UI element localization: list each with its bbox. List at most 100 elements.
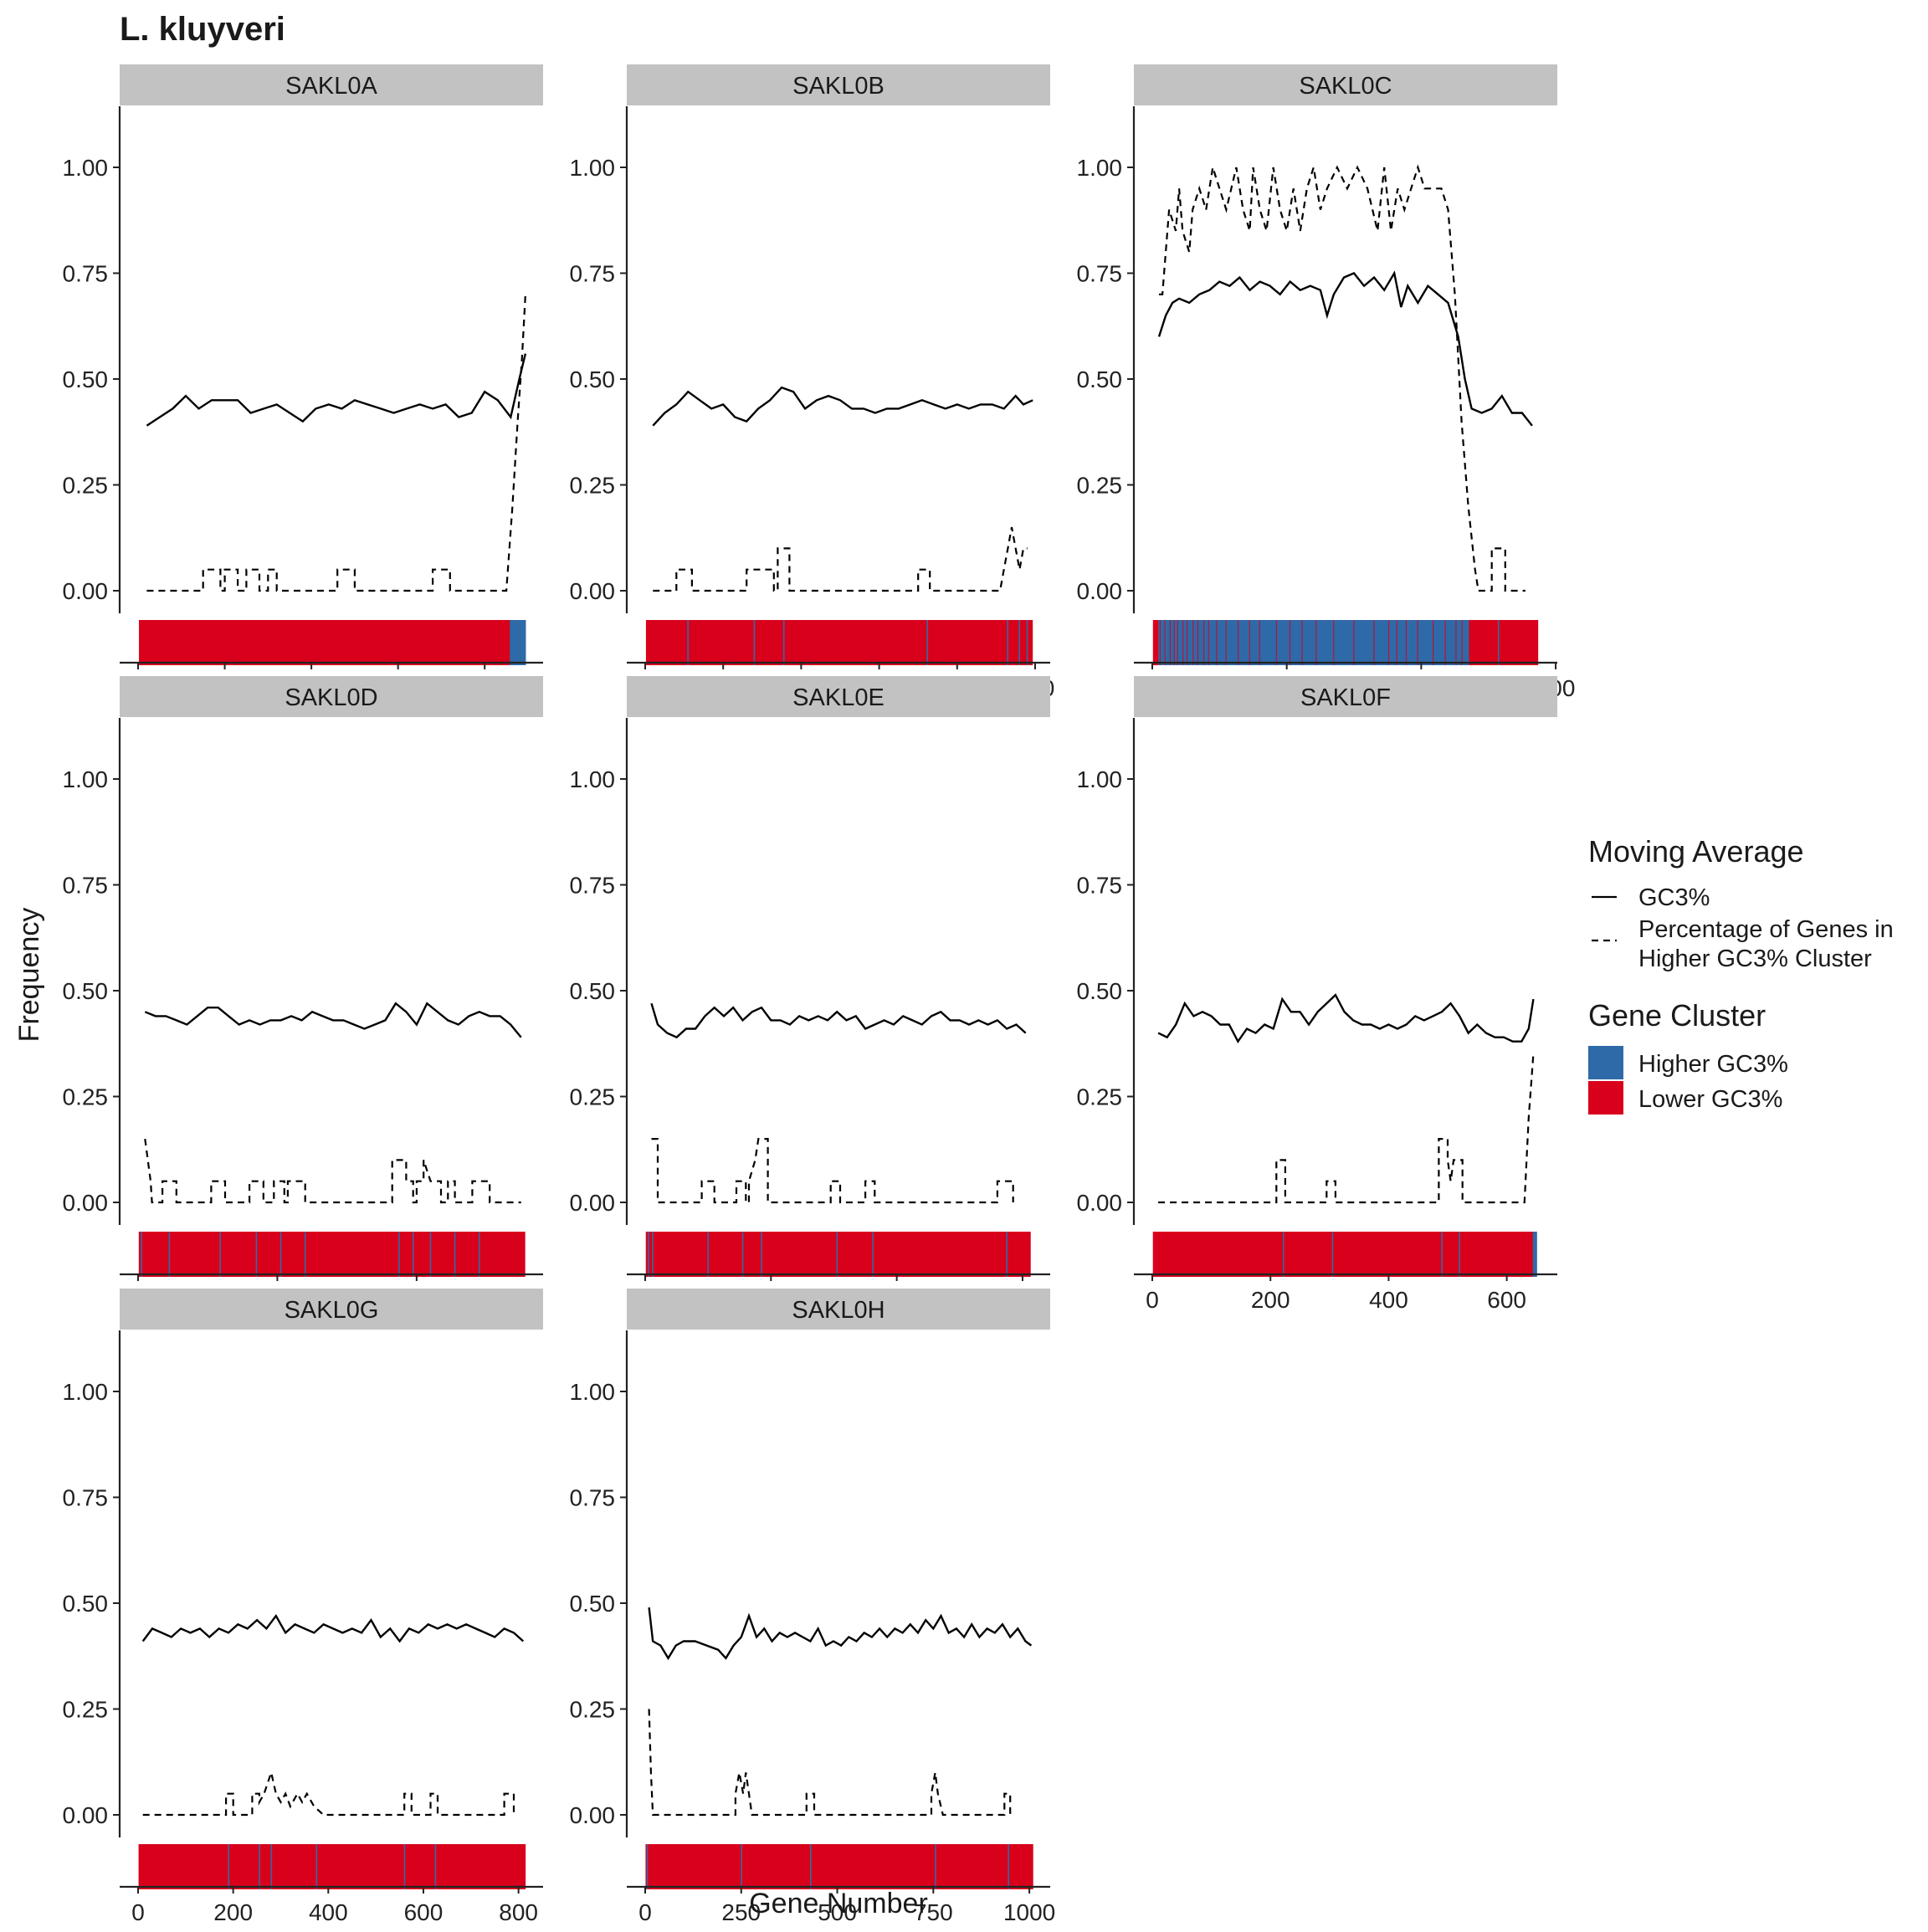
cluster-bar-lower [1152, 1232, 1536, 1277]
cluster-gene-higher [1367, 620, 1370, 665]
cluster-gene-higher [1431, 620, 1433, 665]
panel-sakl0b: SAKL0B0.000.250.500.751.0001002003004005… [570, 64, 1054, 701]
cluster-gene-higher [1377, 620, 1378, 665]
cluster-gene-higher [1176, 620, 1178, 665]
cluster-gene-higher [1463, 620, 1464, 665]
facet-strip [120, 64, 543, 105]
cluster-gene-higher [1425, 620, 1427, 665]
cluster-gene-higher [1336, 620, 1339, 665]
cluster-gene-higher [1255, 620, 1258, 665]
cluster-gene-higher [1159, 620, 1161, 665]
cluster-gene-higher [522, 620, 525, 665]
cluster-gene-higher [315, 1844, 318, 1889]
cluster-gene-higher [1266, 620, 1269, 665]
cluster-gene-higher [1430, 620, 1433, 665]
cluster-gene-higher [782, 620, 785, 665]
cluster-gene-higher [1230, 620, 1232, 665]
cluster-gene-higher [1347, 620, 1350, 665]
cluster-gene-higher [523, 620, 526, 665]
cluster-gene-higher [1233, 620, 1235, 665]
cluster-gene-higher [1161, 620, 1163, 665]
y-tick-label: 1.00 [570, 766, 616, 792]
facet-strip [627, 64, 1050, 105]
cluster-gene-higher [228, 1844, 230, 1889]
cluster-gene-higher [1381, 620, 1382, 665]
cluster-gene-higher [412, 1232, 414, 1277]
cluster-gene-higher [1302, 620, 1305, 665]
cluster-gene-higher [1443, 620, 1444, 665]
cluster-gene-higher [1336, 620, 1338, 665]
cluster-gene-higher [1387, 620, 1389, 665]
gc3-moving-average-line [146, 353, 527, 427]
cluster-gene-higher [1280, 620, 1283, 665]
cluster-gene-lower [1259, 620, 1260, 665]
facet-strip-label: SAKL0B [792, 73, 885, 100]
cluster-gene-higher [1328, 620, 1331, 665]
cluster-gene-higher [1346, 620, 1347, 665]
cluster-gene-higher [1449, 620, 1452, 665]
cluster-gene-higher [1446, 620, 1448, 665]
higher-gc3-pct-line [648, 1709, 1012, 1817]
cluster-gene-higher [1419, 620, 1422, 665]
cluster-gene-higher [1191, 620, 1193, 665]
cluster-gene-higher [1263, 620, 1265, 665]
cluster-gene-higher [1436, 620, 1438, 665]
cluster-gene-higher [1264, 620, 1266, 665]
cluster-gene-higher [1026, 620, 1028, 665]
cluster-gene-higher [1376, 620, 1378, 665]
y-tick-label: 0.50 [570, 978, 616, 1004]
cluster-gene-higher [1193, 620, 1195, 665]
cluster-gene-higher [1195, 620, 1197, 665]
cluster-gene-higher [1451, 620, 1454, 665]
cluster-gene-higher [1408, 620, 1411, 665]
cluster-gene-higher [1257, 620, 1259, 665]
cluster-gene-higher [520, 620, 522, 665]
cluster-gene-higher [1313, 620, 1315, 665]
cluster-gene-higher [1166, 620, 1168, 665]
cluster-gene-higher [1340, 620, 1342, 665]
cluster-gene-higher [1371, 620, 1373, 665]
cluster-gene-higher [1340, 620, 1341, 665]
cluster-gene-higher [1392, 620, 1394, 665]
cluster-gene-higher [1397, 620, 1399, 665]
facet-strip-label: SAKL0A [285, 73, 377, 100]
cluster-gene-higher [1382, 620, 1384, 665]
cluster-gene-higher [1306, 620, 1309, 665]
cluster-gene-higher [513, 620, 515, 665]
cluster-gene-higher [1356, 620, 1358, 665]
cluster-gene-higher [1351, 620, 1354, 665]
cluster-gene-lower [1444, 620, 1446, 665]
cluster-gene-higher [1320, 620, 1322, 665]
legend-lower-label: Lower GC3% [1638, 1086, 1782, 1113]
cluster-gene-higher [1462, 620, 1464, 665]
cluster-gene-higher [1172, 620, 1174, 665]
cluster-gene-higher [1162, 620, 1164, 665]
cluster-gene-higher [1279, 620, 1281, 665]
cluster-gene-higher [1176, 620, 1177, 665]
cluster-gene-higher [1182, 620, 1183, 665]
cluster-gene-higher [1375, 620, 1377, 665]
cluster-gene-higher [1383, 620, 1385, 665]
cluster-gene-higher [1261, 620, 1263, 665]
cluster-gene-higher [1179, 620, 1182, 665]
facet-strip [627, 1289, 1050, 1330]
cluster-gene-higher [1326, 620, 1328, 665]
cluster-gene-higher [1267, 620, 1269, 665]
cluster-gene-higher [1357, 620, 1360, 665]
cluster-gene-higher [1378, 620, 1381, 665]
cluster-gene-higher [1341, 620, 1344, 665]
x-tick-label: 0 [1146, 1287, 1159, 1313]
cluster-gene-higher [1428, 620, 1430, 665]
x-tick-label: 0 [638, 1899, 652, 1925]
cluster-gene-higher [1437, 620, 1439, 665]
cluster-gene-higher [1370, 620, 1372, 665]
x-tick-label: 200 [213, 1899, 253, 1925]
cluster-gene-higher [1218, 620, 1221, 665]
cluster-gene-higher [1197, 620, 1198, 665]
y-tick-label: 0.75 [63, 1485, 109, 1511]
cluster-gene-higher [1418, 620, 1420, 665]
cluster-gene-higher [1260, 620, 1262, 665]
cluster-gene-higher [1300, 620, 1302, 665]
cluster-gene-higher [1361, 620, 1364, 665]
cluster-gene-higher [1366, 620, 1368, 665]
